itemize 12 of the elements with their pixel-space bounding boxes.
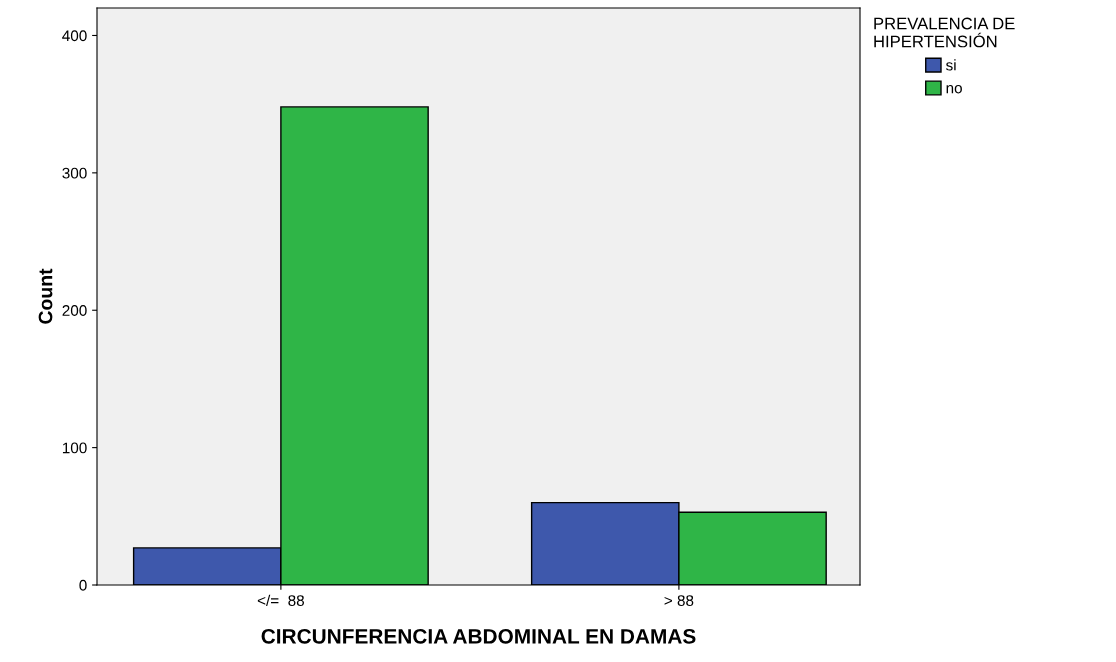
x-tick-label: > 88	[664, 595, 694, 606]
y-tick-label: 0	[79, 579, 87, 591]
x-tick-label: </= 88	[257, 594, 305, 606]
legend-label: si	[946, 59, 956, 71]
x-axis-title: CIRCUNFERENCIA ABDOMINAL EN DAMAS	[261, 628, 696, 644]
y-tick-label: 200	[62, 305, 87, 316]
y-tick-label: 400	[62, 30, 87, 42]
legend-title: PREVALENCIA DE HIPERTENSIÓN	[874, 17, 1015, 48]
y-tick-label: 300	[62, 167, 87, 179]
legend-label: no	[946, 85, 962, 94]
y-tick-label: 100	[62, 442, 87, 454]
y-axis-title: Count	[38, 268, 53, 324]
